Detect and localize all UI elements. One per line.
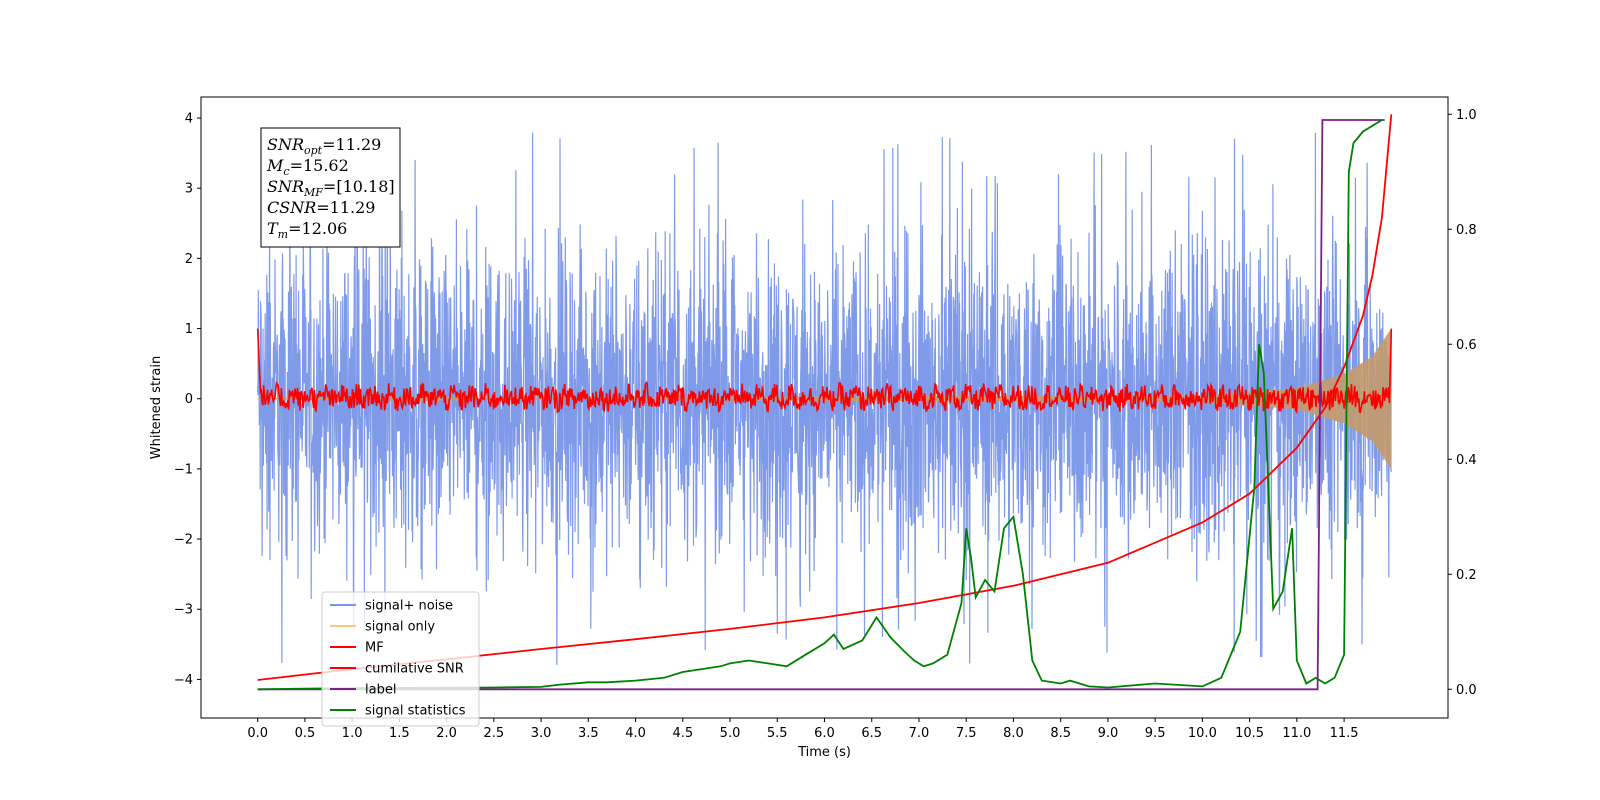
legend: signal+ noise signal only MF cumilative SNR… <box>321 591 480 727</box>
y-tick-label: −3 <box>174 603 193 618</box>
x-tick-label: 10.0 <box>1188 726 1217 741</box>
series-mf-line <box>256 328 1393 415</box>
x-tick-label: 5.5 <box>767 726 788 741</box>
legend-label: signal+ noise <box>365 599 453 614</box>
annotation-line: Mc=15.62 <box>266 156 349 178</box>
y2-tick-label: 0.4 <box>1456 453 1477 468</box>
x-tick-label: 0.5 <box>295 726 316 741</box>
legend-label: signal only <box>365 620 435 635</box>
y-tick-label: −2 <box>174 533 193 548</box>
x-tick-label: 10.5 <box>1235 726 1264 741</box>
x-tick-label: 3.5 <box>578 726 599 741</box>
x-tick-label: 0.0 <box>247 726 268 741</box>
x-tick-label: 8.5 <box>1050 726 1071 741</box>
x-tick-label: 4.0 <box>625 726 646 741</box>
x-tick-label: 1.5 <box>389 726 410 741</box>
annotation-line: SNRopt=11.29 <box>267 135 381 157</box>
x-tick-label: 9.0 <box>1098 726 1119 741</box>
legend-frame <box>321 591 480 727</box>
series-signal-statistics-line <box>257 119 1383 691</box>
y-tick-label: −1 <box>174 462 193 477</box>
y-tick-label: 3 <box>185 182 193 197</box>
series-cumilative-snr-line <box>257 114 1393 681</box>
y-tick-label: 1 <box>185 322 193 337</box>
x-tick-label: 8.0 <box>1003 726 1024 741</box>
annotation-line: CSNR=11.29 <box>267 198 375 217</box>
legend-label: label <box>365 683 396 698</box>
annotation-frame <box>260 127 401 248</box>
annotation-line: SNRMF=[10.18] <box>267 177 395 199</box>
x-tick-label: 3.0 <box>531 726 552 741</box>
y2-tick-label: 1.0 <box>1456 108 1477 123</box>
x-tick-label: 2.0 <box>436 726 457 741</box>
x-tick-label: 11.5 <box>1330 726 1359 741</box>
x-tick-label: 4.5 <box>672 726 693 741</box>
x-tick-label: 2.5 <box>484 726 505 741</box>
y-axis-label: Whitened strain <box>149 356 164 459</box>
legend-label: cumilative SNR <box>365 662 464 677</box>
series-label-line <box>257 119 1385 691</box>
y2-tick-label: 0.2 <box>1456 568 1477 583</box>
x-tick-label: 11.0 <box>1282 726 1311 741</box>
x-axis-label: Time (s) <box>797 745 851 760</box>
x-tick-label: 6.5 <box>861 726 882 741</box>
y-tick-label: 2 <box>185 252 193 267</box>
x-tick-label: 5.0 <box>720 726 741 741</box>
y2-tick-label: 0.0 <box>1456 683 1477 698</box>
annotation-line: Tm=12.06 <box>267 219 347 241</box>
y-tick-label: 4 <box>185 112 193 127</box>
legend-label: MF <box>365 641 384 656</box>
y2-tick-label: 0.6 <box>1456 338 1477 353</box>
legend-label: signal statistics <box>365 704 466 719</box>
x-tick-label: 7.5 <box>956 726 977 741</box>
x-tick-label: 6.0 <box>814 726 835 741</box>
stats-annotation-box: SNRopt=11.29Mc=15.62SNRMF=[10.18]CSNR=11… <box>260 127 401 248</box>
x-tick-label: 7.0 <box>909 726 930 741</box>
x-tick-label: 9.5 <box>1145 726 1166 741</box>
y2-tick-label: 0.8 <box>1456 223 1477 238</box>
y-tick-label: 0 <box>185 392 193 407</box>
y-tick-label: −4 <box>174 673 193 688</box>
x-tick-label: 1.0 <box>342 726 363 741</box>
series-signal-noise-line <box>257 132 1392 665</box>
